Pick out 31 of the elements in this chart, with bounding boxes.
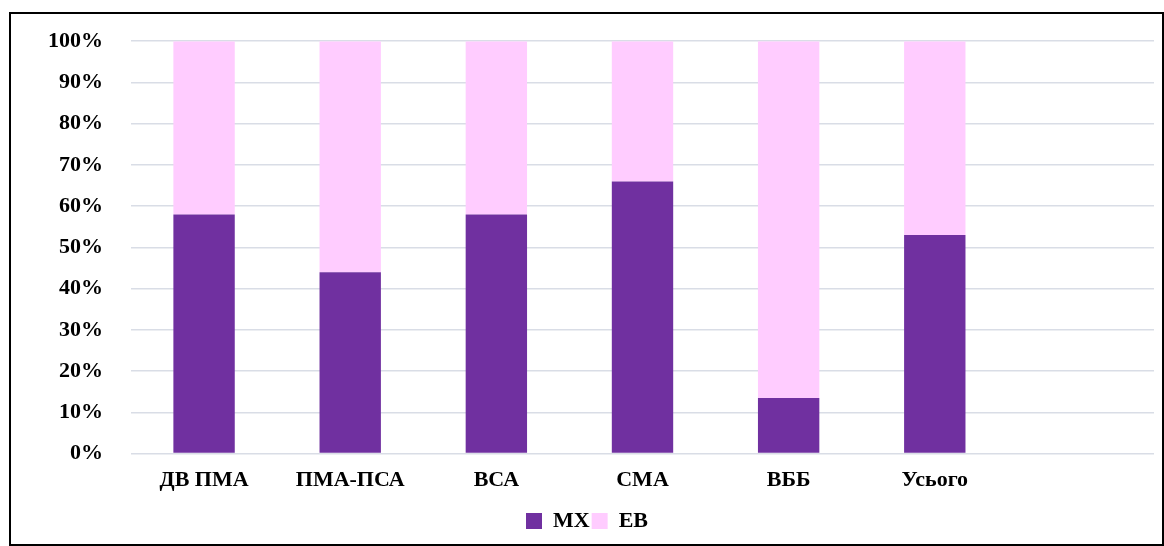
y-tick-label: 40% [59,274,103,300]
bar [319,41,381,273]
x-tick-label: СМА [616,466,669,492]
x-tick-label: ВСА [473,466,520,492]
bar [611,181,674,453]
x-tick-label: ДВ ПМА [159,466,249,492]
bar [904,41,966,236]
y-tick-label: 50% [59,233,103,259]
bar [173,41,235,215]
y-tick-label: 0% [70,439,103,465]
y-tick-label: 10% [59,398,103,424]
bar [611,41,674,182]
x-tick-label: Усього [901,466,969,492]
y-tick-label: 60% [59,191,103,217]
legend-label: ЕВ [618,506,649,532]
bar [465,41,528,215]
x-tick-label: ВББ [766,466,811,492]
y-tick-label: 90% [59,68,103,94]
bar [173,214,235,453]
bar [757,41,820,398]
bar [757,397,820,453]
y-tick-label: 30% [59,315,103,341]
bar [465,214,528,453]
bar [904,235,966,453]
y-tick-label: 80% [59,109,103,135]
x-tick-label: ПМА-ПСА [295,466,405,492]
legend-label: МХ [553,506,590,532]
y-tick-label: 20% [59,356,103,382]
y-tick-label: 70% [59,150,103,176]
bar [319,272,381,453]
y-tick-label: 100% [48,26,103,52]
